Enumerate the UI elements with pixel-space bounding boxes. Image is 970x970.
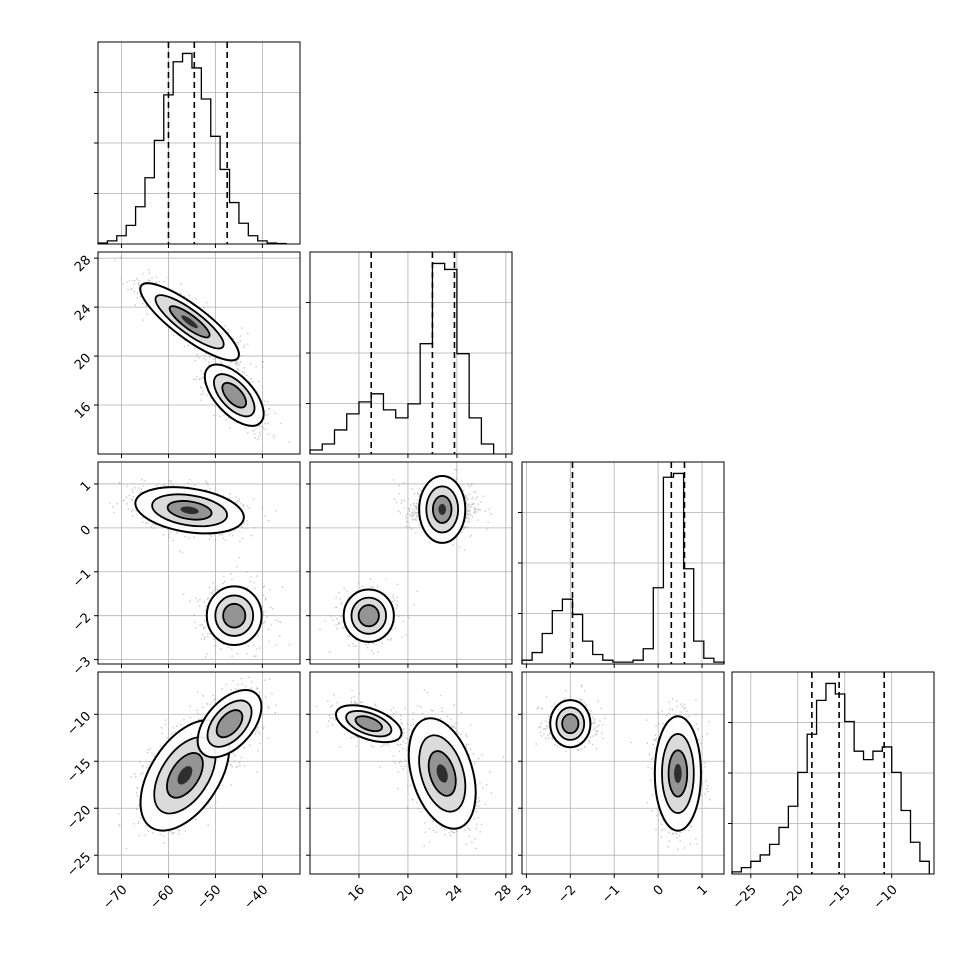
y-tick-label-p2-4: 1 <box>78 479 94 495</box>
y-tick-label-p3-1: −20 <box>64 803 94 833</box>
x-tick-label-p0-1: −60 <box>148 882 178 912</box>
contour-level-1-2 <box>215 709 244 739</box>
density-panel-p0-p3 <box>94 671 301 878</box>
y-tick-label-p2-0: −3 <box>70 654 94 678</box>
histogram-panel-p1 <box>306 251 513 458</box>
density-panel-p1-p3 <box>306 671 513 878</box>
y-tick-label-p1-1: 20 <box>72 351 94 373</box>
panel-frame <box>309 461 513 665</box>
panel-frame <box>521 671 725 875</box>
contour-level-0-3 <box>674 763 682 784</box>
x-tick-label-p2-4: 1 <box>695 882 711 898</box>
x-tick-label-p1-1: 20 <box>395 882 417 904</box>
y-tick-label-p2-2: −1 <box>70 566 94 590</box>
y-tick-label-p3-0: −25 <box>64 850 94 880</box>
histogram-panel-p0 <box>94 41 301 248</box>
density-content <box>522 672 724 874</box>
panel-frame <box>521 461 725 665</box>
histogram-steps-p3 <box>731 682 930 874</box>
panel-frame <box>97 41 301 245</box>
histogram-panel-p3 <box>728 671 935 878</box>
density-content <box>310 462 512 664</box>
x-tick-label-p1-0: 16 <box>346 882 368 904</box>
contour-level-0-3 <box>177 766 193 785</box>
contour-level-1-2 <box>357 604 380 628</box>
histogram-panel-p2 <box>518 461 725 668</box>
x-tick-label-p2-1: −2 <box>555 882 579 906</box>
panel-frame <box>97 671 301 875</box>
density-panel-p0-p1 <box>94 251 301 458</box>
panel-frame <box>97 251 301 455</box>
contour-level-1-2 <box>561 713 580 735</box>
x-tick-label-p3-0: −25 <box>730 882 760 912</box>
contour-level-1-2 <box>222 602 247 629</box>
y-tick-label-p3-2: −15 <box>64 756 94 786</box>
x-tick-label-p0-3: −40 <box>241 882 271 912</box>
histogram-steps-p1 <box>309 262 495 454</box>
y-tick-label-p1-0: 16 <box>72 400 94 422</box>
x-tick-label-p1-3: 28 <box>493 882 515 904</box>
panel-frame <box>731 671 935 875</box>
y-tick-label-p2-3: 0 <box>78 523 94 539</box>
y-tick-label-p1-2: 24 <box>72 302 94 324</box>
contour-level-1-2 <box>221 381 248 409</box>
density-content <box>310 672 512 874</box>
panel-frame <box>309 251 513 455</box>
x-tick-label-p0-2: −50 <box>194 882 224 912</box>
y-tick-label-p3-3: −10 <box>64 709 94 739</box>
density-content <box>98 462 300 664</box>
density-panel-p0-p2 <box>94 461 301 668</box>
x-tick-label-p0-0: −70 <box>101 882 131 912</box>
x-tick-label-p3-3: −10 <box>871 882 901 912</box>
panel-frame <box>97 461 301 665</box>
contour-level-1-2 <box>354 715 383 733</box>
x-tick-label-p3-1: −20 <box>777 882 807 912</box>
panel-frame <box>309 671 513 875</box>
contour-level-0-3 <box>180 506 199 515</box>
x-tick-label-p1-2: 24 <box>444 882 466 904</box>
y-tick-label-p1-3: 28 <box>72 253 94 275</box>
density-content <box>98 672 300 874</box>
contour-level-0-3 <box>436 764 448 783</box>
density-panel-p2-p3 <box>518 671 725 878</box>
density-content <box>98 252 300 454</box>
contour-level-0-3 <box>438 503 447 515</box>
x-tick-label-p2-0: −3 <box>511 882 535 906</box>
density-panel-p1-p2 <box>306 461 513 668</box>
x-tick-label-p3-2: −15 <box>824 882 854 912</box>
histogram-steps-p2 <box>521 472 725 664</box>
contour-level-0-3 <box>181 315 198 329</box>
y-tick-label-p2-1: −2 <box>70 610 94 634</box>
histogram-steps-p0 <box>97 52 287 245</box>
x-tick-label-p2-2: −1 <box>599 882 623 906</box>
x-tick-label-p2-3: 0 <box>651 882 667 898</box>
